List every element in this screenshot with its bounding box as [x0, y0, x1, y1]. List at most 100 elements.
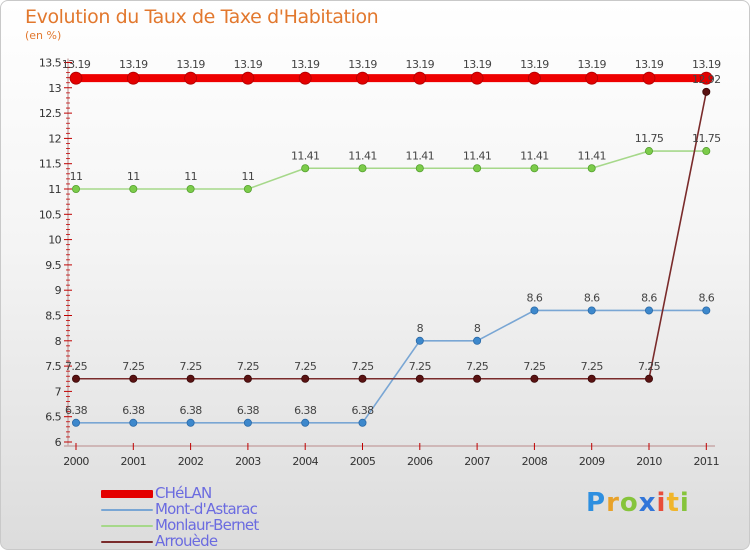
data-label: 8 — [474, 322, 481, 335]
legend-label: Arrouède — [155, 532, 218, 550]
data-point — [645, 374, 654, 383]
data-point — [415, 374, 424, 383]
data-label: 11.75 — [635, 132, 664, 145]
data-point — [415, 336, 424, 345]
data-label: 6.38 — [180, 404, 203, 417]
data-label: 8.6 — [698, 291, 714, 304]
data-point — [301, 164, 310, 173]
x-tick-label: 2007 — [464, 455, 490, 468]
chart-title: Evolution du Taux de Taxe d'Habitation — [25, 6, 379, 28]
y-tick-label: 10.5 — [39, 208, 62, 221]
data-label: 13.19 — [62, 58, 91, 71]
data-point — [645, 147, 654, 156]
series-line — [75, 309, 708, 424]
data-label: 13.19 — [234, 58, 263, 71]
data-label: 6.38 — [122, 404, 145, 417]
data-label: 6.38 — [237, 404, 260, 417]
data-label: 11 — [184, 170, 197, 183]
data-label: 6.38 — [294, 404, 317, 417]
legend-swatch — [101, 509, 153, 511]
data-point — [241, 71, 255, 85]
y-tick-label: 11 — [48, 183, 61, 196]
data-label: 7.25 — [466, 360, 489, 373]
legend-swatch — [101, 490, 153, 498]
data-point — [645, 306, 654, 315]
data-point — [126, 71, 140, 85]
data-point — [530, 306, 539, 315]
data-point — [298, 71, 312, 85]
data-label: 13.19 — [520, 58, 549, 71]
data-label: 8 — [417, 322, 424, 335]
data-label: 6.38 — [351, 404, 374, 417]
data-label: 8.6 — [641, 291, 657, 304]
x-tick-label: 2003 — [235, 455, 261, 468]
legend-label: Mont-d'Astarac — [155, 500, 258, 518]
data-point — [72, 184, 81, 193]
data-label: 7.25 — [180, 360, 203, 373]
data-point — [473, 336, 482, 345]
data-point — [186, 418, 195, 427]
y-tick-label: 13.5 — [39, 57, 62, 70]
data-label: 11.41 — [348, 149, 377, 162]
y-tick-label: 7 — [55, 385, 62, 398]
chart-unit-label: (en %) — [25, 29, 62, 42]
data-label: 13.19 — [463, 58, 492, 71]
data-label: 7.25 — [523, 360, 546, 373]
data-label: 13.19 — [291, 58, 320, 71]
logo-letter: i — [679, 488, 690, 518]
data-label: 13.19 — [119, 58, 148, 71]
data-label: 7.25 — [581, 360, 604, 373]
y-tick-label: 8.5 — [45, 310, 61, 323]
y-tick-label: 12.5 — [39, 107, 62, 120]
logo-letter: P — [586, 488, 607, 518]
x-tick-label: 2009 — [579, 455, 605, 468]
data-point — [129, 184, 138, 193]
data-point — [702, 87, 711, 96]
data-point — [587, 306, 596, 315]
data-point — [301, 374, 310, 383]
series-line — [75, 91, 708, 380]
legend-swatch — [101, 541, 153, 543]
y-tick-label: 6 — [55, 436, 62, 449]
data-label: 8.6 — [527, 291, 543, 304]
y-tick-label: 10 — [48, 234, 61, 247]
data-point — [473, 374, 482, 383]
proxiti-logo: Proxiti — [586, 488, 690, 518]
data-point — [243, 374, 252, 383]
data-point — [530, 164, 539, 173]
data-point — [642, 71, 656, 85]
series-line — [75, 150, 708, 190]
logo-letter: r — [606, 488, 620, 518]
data-point — [356, 71, 369, 85]
data-point — [72, 418, 81, 427]
data-label: 11.75 — [692, 132, 721, 145]
y-tick-label: 7.5 — [45, 360, 61, 373]
data-point — [528, 71, 541, 85]
data-point — [358, 164, 367, 173]
y-tick-label: 6.5 — [45, 411, 61, 424]
logo-letter: i — [656, 488, 667, 518]
data-point — [72, 374, 81, 383]
data-point — [699, 71, 713, 85]
data-label: 11.41 — [463, 149, 492, 162]
data-point — [243, 418, 252, 427]
data-label: 7.25 — [638, 360, 661, 373]
data-label: 13.19 — [406, 58, 435, 71]
data-label: 6.38 — [65, 404, 88, 417]
chart-axes — [64, 58, 715, 447]
legend-label: Monlaur-Bernet — [155, 516, 259, 534]
data-point — [473, 164, 482, 173]
data-label: 13.19 — [692, 58, 721, 71]
x-tick-label: 2001 — [120, 455, 146, 468]
data-label: 7.25 — [294, 360, 317, 373]
logo-letter: x — [638, 488, 657, 518]
y-tick-label: 8 — [55, 335, 62, 348]
x-tick-label: 2011 — [693, 455, 719, 468]
data-point — [301, 418, 310, 427]
data-point — [587, 164, 596, 173]
y-tick-label: 13 — [48, 82, 61, 95]
data-point — [243, 184, 252, 193]
data-label: 7.25 — [351, 360, 374, 373]
